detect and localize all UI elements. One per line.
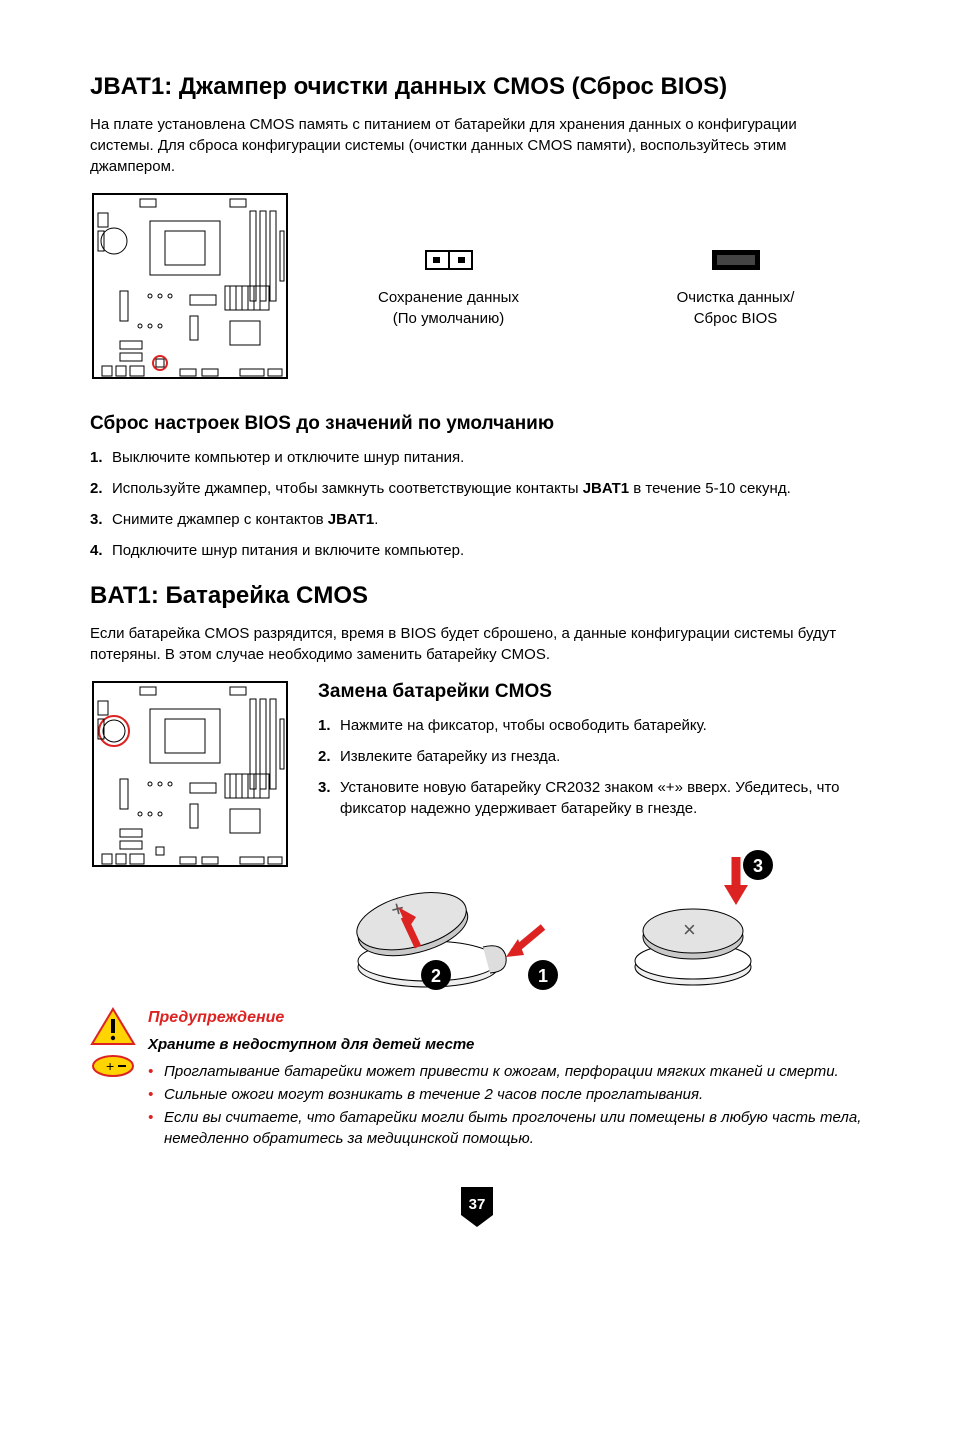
- battery-insert-diagram: × 3: [608, 837, 778, 997]
- battery-remove-diagram: + 2 1: [318, 857, 578, 997]
- warning-list: • Проглатывание батарейки может привести…: [148, 1061, 864, 1149]
- jumper-clear-column: Очистка данных/ Сброс BIOS: [607, 249, 864, 329]
- jumper-clear-label-2: Сброс BIOS: [607, 308, 864, 329]
- battery-warning-icon: +: [90, 1053, 136, 1079]
- warning-subtitle: Храните в недоступном для детей месте: [148, 1034, 864, 1055]
- warning-icons: +: [90, 1007, 136, 1150]
- jumper-clear-label-1: Очистка данных/: [607, 287, 864, 308]
- list-item: 4.Подключите шнур питания и включите ком…: [90, 540, 864, 561]
- section2-steps: 1.Нажмите на фиксатор, чтобы освободить …: [318, 715, 864, 819]
- svg-text:+: +: [106, 1058, 114, 1074]
- list-item: 1.Выключите компьютер и отключите шнур п…: [90, 447, 864, 468]
- section2-row: Замена батарейки CMOS 1.Нажмите на фикса…: [90, 679, 864, 998]
- section2-intro: Если батарейка CMOS разрядится, время в …: [90, 623, 864, 665]
- motherboard-diagram-bat1: [90, 679, 290, 998]
- battery-diagrams: + 2 1 ×: [318, 837, 864, 997]
- svg-text:37: 37: [469, 1196, 486, 1213]
- jumper-keep-label-2: (По умолчанию): [320, 308, 577, 329]
- list-item: • Сильные ожоги могут возникать в течени…: [148, 1084, 864, 1105]
- section2-right-column: Замена батарейки CMOS 1.Нажмите на фикса…: [318, 679, 864, 998]
- section1-subheading: Сброс настроек BIOS до значений по умолч…: [90, 411, 864, 438]
- svg-text:1: 1: [538, 966, 548, 986]
- list-item: • Проглатывание батарейки может привести…: [148, 1061, 864, 1082]
- section1-diagram-row: Сохранение данных (По умолчанию) Очистка…: [90, 191, 864, 387]
- jumper-keep-column: Сохранение данных (По умолчанию): [320, 249, 577, 329]
- list-item: • Если вы считаете, что батарейки могли …: [148, 1107, 864, 1149]
- svg-text:3: 3: [753, 856, 763, 876]
- section1-title: JBAT1: Джампер очистки данных CMOS (Сбро…: [90, 70, 864, 104]
- jumper-keep-label-1: Сохранение данных: [320, 287, 577, 308]
- warning-triangle-icon: [90, 1007, 136, 1047]
- jumper-keep-icon: [424, 249, 474, 277]
- warning-text: Предупреждение Храните в недоступном для…: [148, 1007, 864, 1150]
- list-item: 2.Используйте джампер, чтобы замкнуть со…: [90, 478, 864, 499]
- list-item: 3.Установите новую батарейку CR2032 знак…: [318, 777, 864, 819]
- warning-block: + Предупреждение Храните в недоступном д…: [90, 1007, 864, 1150]
- list-item: 1.Нажмите на фиксатор, чтобы освободить …: [318, 715, 864, 736]
- section1-steps: 1.Выключите компьютер и отключите шнур п…: [90, 447, 864, 561]
- svg-text:2: 2: [431, 966, 441, 986]
- svg-text:×: ×: [683, 917, 696, 942]
- page-footer: 37: [90, 1185, 864, 1235]
- section2-title: BAT1: Батарейка CMOS: [90, 579, 864, 613]
- section1-intro: На плате установлена CMOS память с питан…: [90, 114, 864, 177]
- list-item: 2.Извлеките батарейку из гнезда.: [318, 746, 864, 767]
- warning-title: Предупреждение: [148, 1007, 864, 1029]
- page-number-badge: 37: [457, 1185, 497, 1235]
- jumper-clear-icon: [711, 249, 761, 277]
- list-item: 3.Снимите джампер с контактов JBAT1.: [90, 509, 864, 530]
- motherboard-diagram-jbat1: [90, 191, 290, 387]
- section2-subheading: Замена батарейки CMOS: [318, 679, 864, 706]
